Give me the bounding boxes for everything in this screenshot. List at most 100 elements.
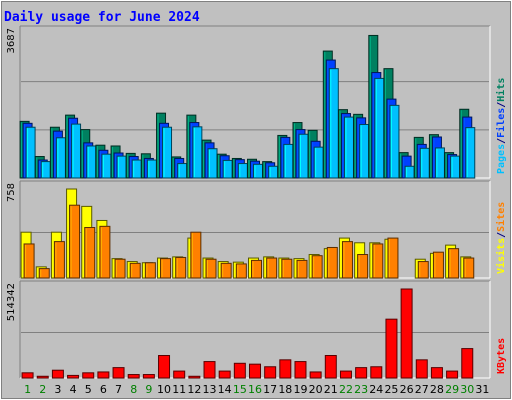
legend-item: Sites: [495, 202, 507, 232]
bar-kbytes-day-29: [446, 370, 459, 379]
bar-sites-day-16: [251, 259, 262, 279]
bar-pages-day-30: [465, 127, 476, 179]
bar-sites-day-19: [296, 259, 308, 279]
bar-kbytes-day-26: [400, 288, 413, 379]
bar-kbytes-day-15: [233, 362, 246, 379]
bar-kbytes-day-11: [173, 370, 186, 379]
bar-kbytes-day-3: [51, 369, 64, 379]
bar-sites-day-9: [144, 262, 156, 279]
x-tick-label-day-14: 14: [218, 383, 232, 396]
x-tick-label-day-27: 27: [415, 383, 429, 396]
bar-sites-day-3: [53, 241, 65, 279]
bar-sites-day-27: [417, 261, 429, 279]
panel-traffic: 3687 Pages/Files/Hits: [6, 25, 507, 179]
bar-kbytes-day-28: [430, 367, 443, 379]
x-tick-label-day-29: 29: [445, 383, 459, 396]
axis-max-label: 514342: [6, 283, 17, 321]
x-tick-label-day-20: 20: [309, 383, 323, 396]
bar-sites-day-11: [175, 256, 187, 279]
bar-sites-day-5: [84, 227, 96, 279]
axis-max-label: 3687: [6, 28, 17, 53]
bar-sites-day-25: [387, 237, 399, 279]
bars-kbytes: [21, 288, 474, 379]
x-tick-label-day-28: 28: [430, 383, 444, 396]
bar-kbytes-day-21: [324, 355, 337, 379]
x-tick-label-day-6: 6: [100, 383, 107, 396]
bar-pages-day-10: [162, 126, 173, 179]
x-tick-label-day-25: 25: [384, 383, 398, 396]
bar-kbytes-day-2: [36, 375, 49, 379]
legend-item: KBytes: [496, 338, 507, 374]
panel-kbytes: 514342 KBytes: [6, 280, 507, 379]
bar-sites-day-1: [23, 243, 35, 279]
bar-sites-day-12: [190, 231, 202, 279]
bar-kbytes-day-23: [355, 367, 368, 379]
bar-kbytes-day-5: [82, 372, 95, 379]
axis-max-label: 758: [6, 183, 17, 202]
bar-kbytes-day-30: [461, 348, 474, 379]
bar-sites-day-4: [69, 204, 81, 279]
bar-sites-day-28: [432, 251, 444, 279]
bar-sites-day-17: [266, 257, 278, 279]
bar-pages-day-25: [389, 104, 400, 179]
x-tick-label-day-16: 16: [248, 383, 262, 396]
x-tick-label-day-13: 13: [203, 383, 217, 396]
bar-pages-day-1: [25, 126, 36, 179]
x-tick-label-day-19: 19: [293, 383, 307, 396]
legend-item: /: [496, 102, 507, 108]
bar-kbytes-day-25: [385, 318, 398, 379]
bar-kbytes-day-22: [339, 370, 352, 379]
x-tick-label-day-3: 3: [54, 383, 61, 396]
bar-sites-day-14: [220, 262, 232, 279]
series-legend: KBytes: [496, 338, 507, 374]
x-tick-label-day-7: 7: [115, 383, 122, 396]
x-tick-label-day-22: 22: [339, 383, 353, 396]
bar-sites-day-23: [357, 254, 369, 279]
x-tick-label-day-1: 1: [24, 383, 31, 396]
bars-visitors: [20, 188, 475, 279]
series-legend: Pages/Files/Hits: [495, 78, 507, 174]
bars-traffic: [19, 34, 476, 179]
panel-visitors: 758 Visits/Sites: [6, 180, 507, 279]
x-tick-label-day-12: 12: [187, 383, 201, 396]
bar-sites-day-20: [311, 255, 323, 279]
x-tick-label-day-15: 15: [233, 383, 247, 396]
bar-kbytes-day-10: [158, 355, 171, 379]
bar-sites-day-18: [281, 258, 293, 279]
legend-item: /: [496, 138, 507, 144]
bar-sites-day-6: [99, 225, 111, 279]
bar-sites-day-30: [463, 257, 475, 279]
bar-sites-day-7: [114, 258, 126, 279]
x-tick-label-day-8: 8: [130, 383, 137, 396]
bar-kbytes-day-18: [279, 359, 292, 379]
bar-kbytes-day-27: [415, 359, 428, 379]
bar-kbytes-day-7: [112, 367, 125, 379]
bar-kbytes-day-16: [249, 363, 261, 379]
legend-item: Visits: [495, 238, 507, 274]
x-tick-label-day-31: 31: [475, 383, 489, 396]
bar-sites-day-8: [129, 262, 141, 279]
bar-kbytes-day-17: [264, 366, 277, 379]
bar-kbytes-day-13: [203, 361, 216, 379]
legend-item: Hits: [495, 78, 507, 102]
x-tick-label-day-21: 21: [324, 383, 338, 396]
series-legend: Visits/Sites: [495, 202, 507, 274]
x-tick-label-day-9: 9: [145, 383, 152, 396]
x-tick-label-day-24: 24: [369, 383, 383, 396]
bar-kbytes-day-14: [218, 370, 231, 379]
x-tick-label-day-10: 10: [157, 383, 171, 396]
bar-kbytes-day-8: [127, 374, 140, 379]
bar-sites-day-29: [448, 248, 460, 279]
bar-kbytes-day-1: [21, 372, 34, 379]
bar-kbytes-day-9: [142, 374, 155, 379]
x-tick-label-day-17: 17: [263, 383, 277, 396]
bar-kbytes-day-20: [309, 371, 322, 379]
x-tick-label-day-18: 18: [278, 383, 292, 396]
x-tick-label-day-30: 30: [460, 383, 474, 396]
x-tick-label-day-5: 5: [85, 383, 92, 396]
x-tick-label-day-11: 11: [172, 383, 186, 396]
x-tick-label-day-4: 4: [70, 383, 77, 396]
